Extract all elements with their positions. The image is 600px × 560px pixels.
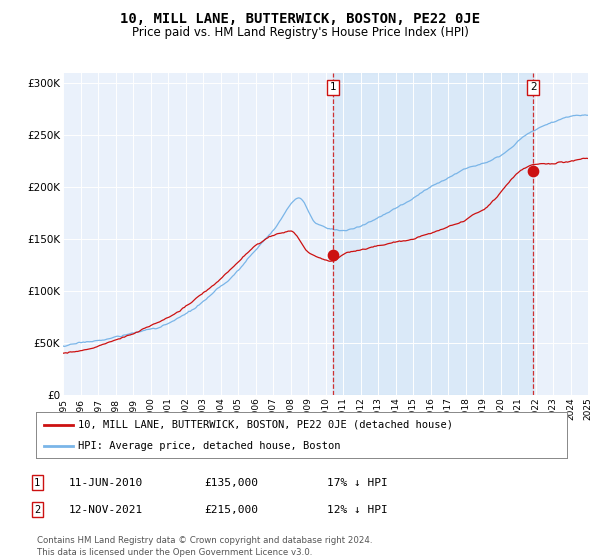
Text: 2: 2 (530, 82, 536, 92)
Bar (333, 73, 533, 395)
Text: £215,000: £215,000 (204, 505, 258, 515)
Text: 10, MILL LANE, BUTTERWICK, BOSTON, PE22 0JE (detached house): 10, MILL LANE, BUTTERWICK, BOSTON, PE22 … (79, 419, 454, 430)
Text: 2: 2 (34, 505, 40, 515)
Text: 10, MILL LANE, BUTTERWICK, BOSTON, PE22 0JE: 10, MILL LANE, BUTTERWICK, BOSTON, PE22 … (120, 12, 480, 26)
Text: £135,000: £135,000 (204, 478, 258, 488)
Text: Contains HM Land Registry data © Crown copyright and database right 2024.: Contains HM Land Registry data © Crown c… (37, 536, 373, 545)
Text: 1: 1 (330, 82, 337, 92)
Text: HPI: Average price, detached house, Boston: HPI: Average price, detached house, Bost… (79, 441, 341, 451)
Text: 12% ↓ HPI: 12% ↓ HPI (327, 505, 388, 515)
Point (328, 250, 338, 259)
Text: 11-JUN-2010: 11-JUN-2010 (69, 478, 143, 488)
Text: 1: 1 (34, 478, 40, 488)
Text: 12-NOV-2021: 12-NOV-2021 (69, 505, 143, 515)
Text: Price paid vs. HM Land Registry's House Price Index (HPI): Price paid vs. HM Land Registry's House … (131, 26, 469, 39)
Text: 17% ↓ HPI: 17% ↓ HPI (327, 478, 388, 488)
Text: This data is licensed under the Open Government Licence v3.0.: This data is licensed under the Open Gov… (37, 548, 313, 557)
Point (529, 167, 538, 176)
